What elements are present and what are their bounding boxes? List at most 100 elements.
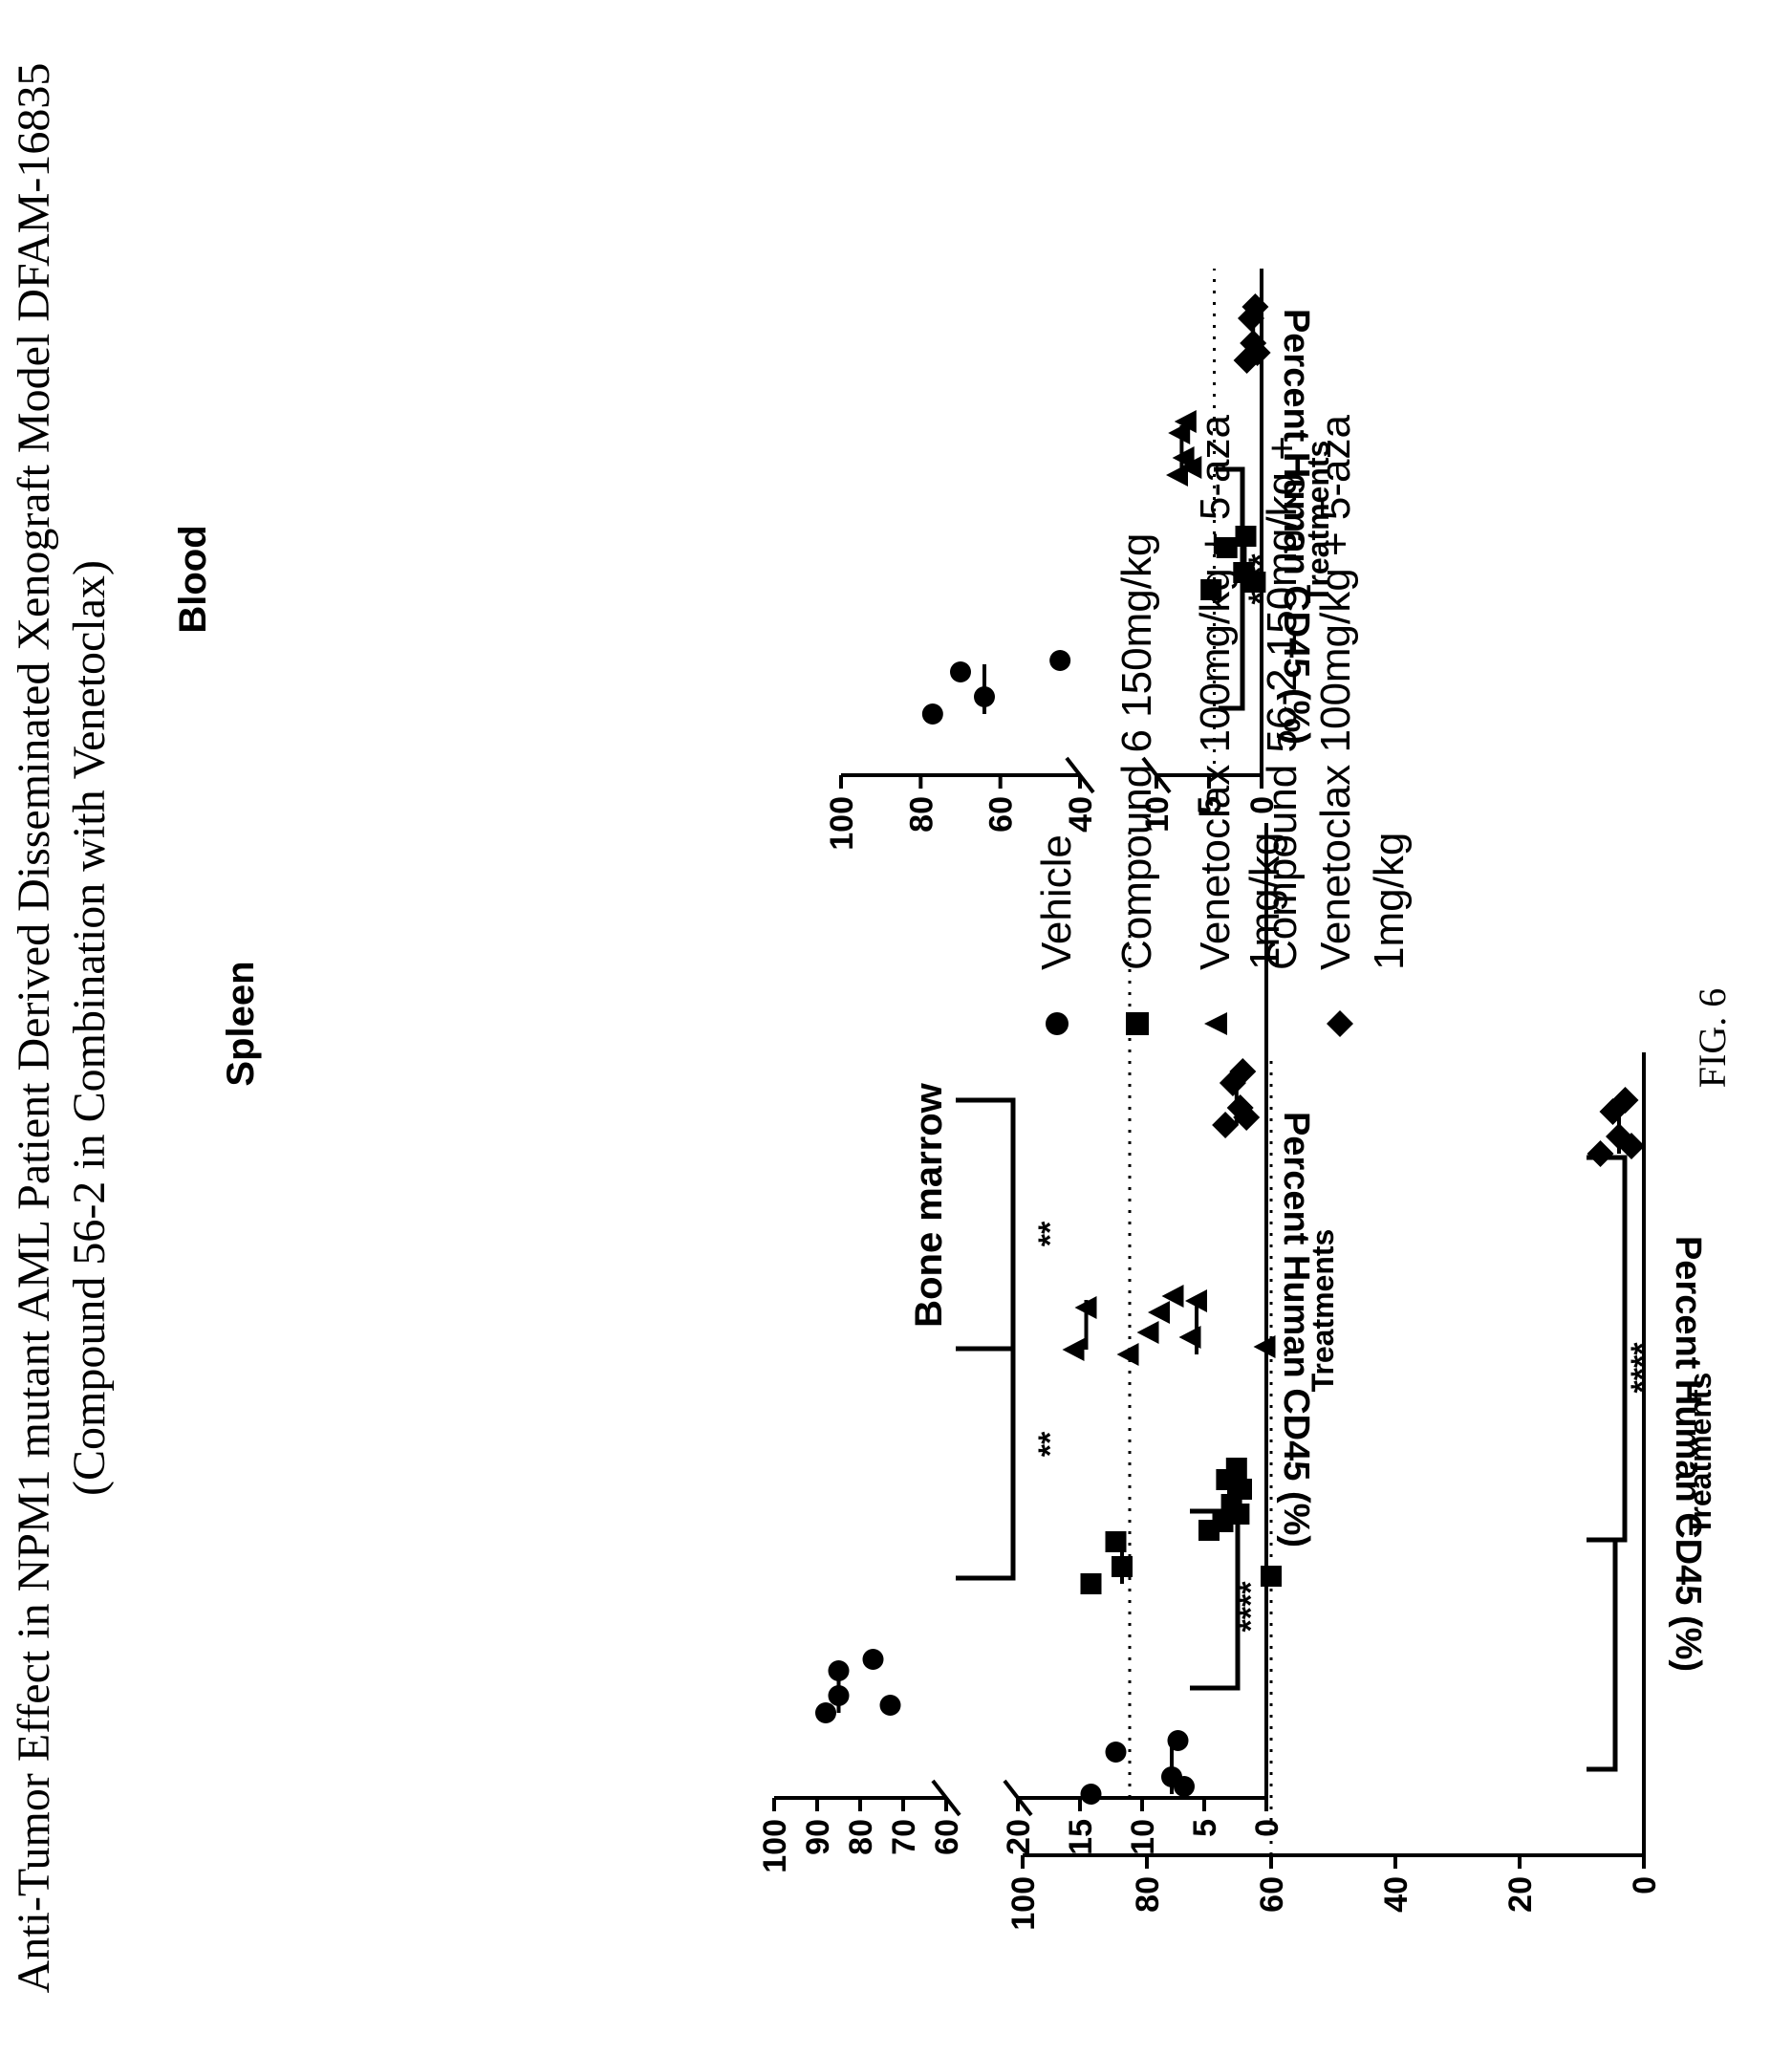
y-tick-label: 70 (886, 1819, 922, 1855)
data-point-circle (950, 661, 971, 682)
significance-bracket (1587, 1155, 1628, 1543)
y-axis-label: Percent Human CD45 (%) (1668, 1236, 1708, 1672)
data-point-circle (974, 686, 995, 707)
y-tick-label: 5 (1187, 1819, 1223, 1837)
data-point-square (1225, 1458, 1247, 1479)
y-tick-label: 100 (824, 796, 860, 851)
data-point-triangle (1168, 422, 1191, 444)
y-tick-label: 10 (1139, 796, 1176, 833)
y-tick-label: 5 (1192, 796, 1228, 814)
y-tick-label: 20 (1502, 1876, 1539, 1913)
significance-label: **** (1233, 1581, 1269, 1633)
data-point-triangle (1253, 1335, 1276, 1358)
data-point-square (1216, 537, 1238, 558)
chart-title: Bone marrow (908, 1082, 950, 1327)
data-point-diamond (1587, 1140, 1614, 1167)
y-tick-label: 60 (1254, 1876, 1290, 1913)
significance-label: ** (1032, 1221, 1069, 1246)
data-point-circle (1167, 1730, 1189, 1751)
data-point-diamond (1212, 1112, 1240, 1138)
data-point-circle (921, 703, 943, 725)
figure-label: FIG. 6 (1691, 987, 1734, 1089)
data-point-triangle (1148, 1301, 1170, 1324)
data-point-square (1198, 1520, 1220, 1541)
data-point-triangle (1174, 410, 1197, 433)
data-point-circle (815, 1702, 836, 1723)
data-point-triangle (1074, 1296, 1097, 1319)
y-tick-label: 0 (1627, 1876, 1663, 1894)
data-point-square (1112, 1556, 1133, 1577)
data-point-triangle (1161, 1285, 1184, 1308)
data-point-square (1080, 1573, 1102, 1594)
data-point-circle (1174, 1776, 1195, 1797)
y-tick-label: 20 (1001, 1819, 1037, 1855)
chart-title: Blood (172, 525, 214, 633)
data-point-circle (862, 1649, 884, 1670)
data-point-circle (1049, 650, 1071, 671)
significance-bracket (1214, 466, 1245, 711)
data-point-square (1261, 1566, 1282, 1587)
y-tick-label: 90 (800, 1819, 836, 1855)
legend-label: Vehicle (1033, 834, 1080, 970)
y-axis-label: Percent Human CD45 (%) (1276, 1112, 1316, 1547)
data-point-square (1244, 572, 1266, 593)
data-point-circle (879, 1695, 901, 1716)
y-tick-label: 60 (983, 796, 1020, 833)
significance-bracket (1587, 1537, 1618, 1772)
y-tick-label: 0 (1249, 1819, 1285, 1837)
x-axis-label: Treatments (1683, 1373, 1717, 1536)
legend-label-line-1: Compound 56-2 150mg/kg + (1259, 436, 1306, 970)
y-tick-label: 0 (1244, 796, 1281, 814)
data-point-triangle (1178, 1326, 1201, 1349)
significance-label: **** (1625, 1342, 1661, 1394)
y-tick-label: 10 (1125, 1819, 1161, 1855)
data-point-triangle (1116, 1343, 1139, 1366)
data-point-circle (1105, 1742, 1127, 1763)
data-point-diamond (1241, 293, 1269, 320)
y-axis-label: Percent Human CD45 (%) (1276, 309, 1316, 745)
data-point-diamond (1229, 1058, 1257, 1085)
significance-label: **** (1242, 553, 1279, 605)
chart-title: Spleen (220, 961, 262, 1086)
data-point-square (1200, 579, 1222, 600)
triangle-marker-icon (1204, 1012, 1227, 1035)
data-point-diamond (1233, 1104, 1261, 1131)
data-point-diamond (1243, 339, 1271, 366)
data-point-triangle (1136, 1321, 1159, 1344)
data-point-triangle (1062, 1338, 1085, 1361)
y-tick-label: 80 (903, 796, 939, 833)
legend-label-line-3: 1mg/kg (1366, 832, 1413, 970)
data-point-diamond (1618, 1133, 1645, 1159)
square-marker-icon (1126, 1012, 1149, 1035)
y-tick-label: 15 (1063, 1819, 1099, 1855)
data-point-triangle (1166, 464, 1188, 487)
data-point-triangle (1185, 1289, 1207, 1312)
legend-label-line-2: Venetoclax 100mg/kg + 5-aza (1312, 415, 1359, 970)
significance-bracket (956, 1346, 1016, 1581)
y-tick-label: 40 (1063, 796, 1099, 833)
y-tick-label: 100 (757, 1819, 793, 1873)
y-tick-label: 80 (1130, 1876, 1166, 1913)
significance-bracket (1190, 1508, 1241, 1691)
y-tick-label: 100 (1005, 1876, 1042, 1931)
y-tick-label: 60 (929, 1819, 965, 1855)
significance-label: ** (1032, 1431, 1069, 1457)
chart-spleen (772, 823, 1268, 1817)
data-point-circle (828, 1660, 850, 1681)
data-point-circle (828, 1685, 850, 1706)
data-point-diamond (1611, 1087, 1639, 1114)
data-point-square (1231, 1479, 1252, 1500)
legend-label: Compound 6 150mg/kg (1113, 532, 1160, 970)
y-tick-label: 40 (1378, 1876, 1414, 1913)
data-point-square (1105, 1531, 1127, 1552)
circle-marker-icon (1046, 1012, 1069, 1035)
data-point-circle (1080, 1784, 1102, 1805)
diamond-marker-icon (1327, 1010, 1353, 1037)
x-axis-label: Treatments (1301, 441, 1335, 604)
significance-bracket (956, 1097, 1016, 1352)
y-tick-label: 80 (843, 1819, 879, 1855)
data-point-triangle (1179, 456, 1202, 479)
x-axis-label: Treatments (1306, 1229, 1340, 1393)
